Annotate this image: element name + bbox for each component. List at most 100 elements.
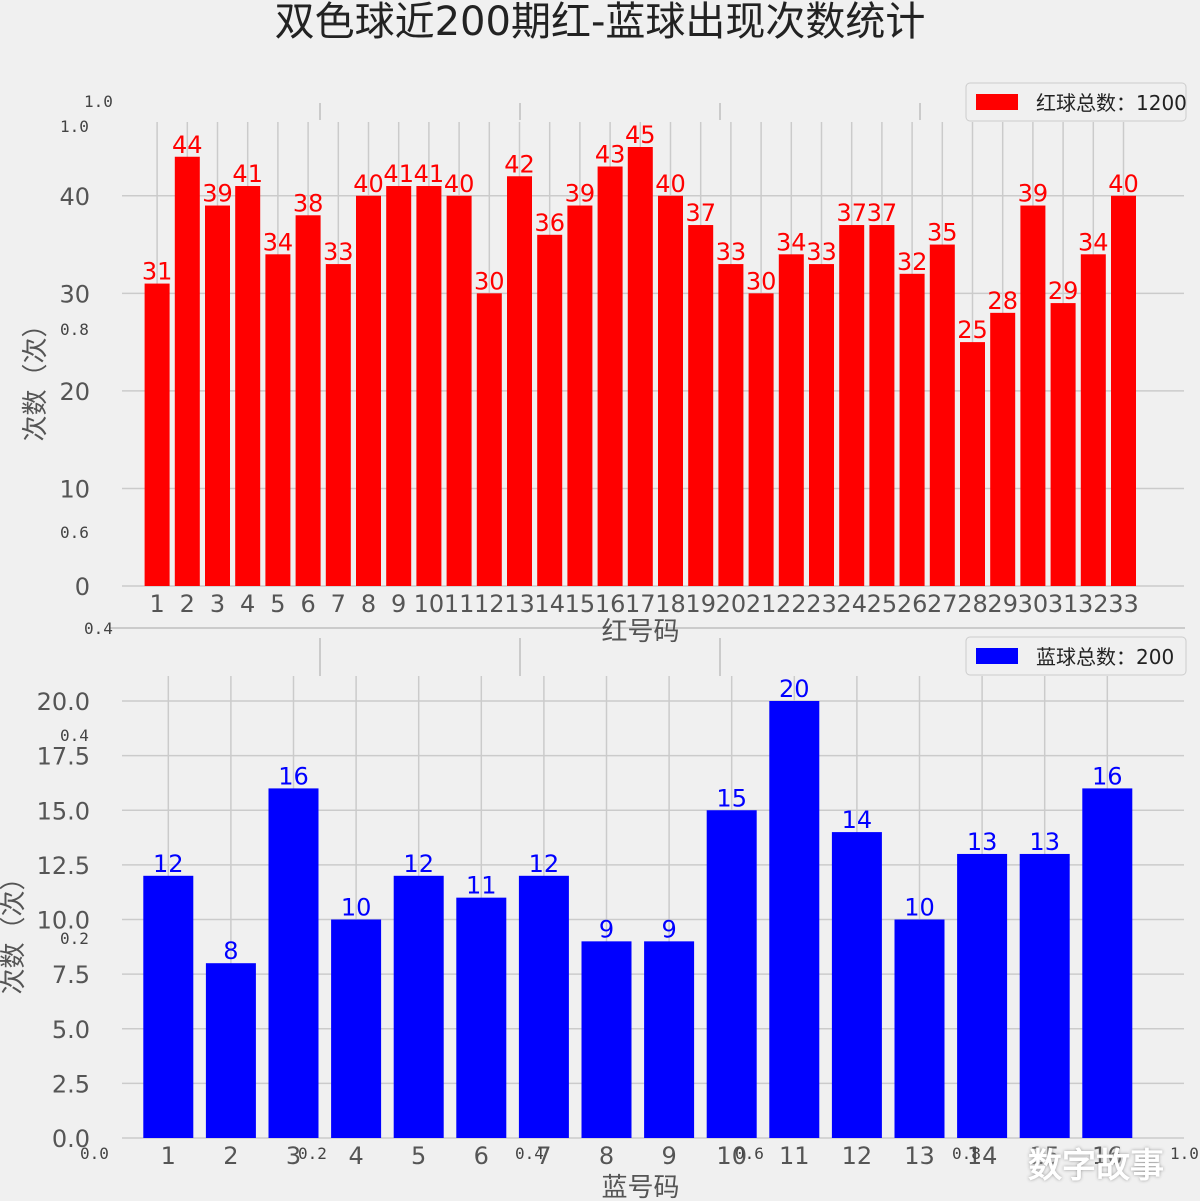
bar	[456, 897, 507, 1138]
y-tick-label: 2.5	[52, 1070, 90, 1098]
bar	[537, 234, 563, 587]
x-tick-label: 10	[414, 590, 445, 618]
x-tick-label: 7	[536, 1142, 551, 1170]
data-label: 34	[776, 228, 807, 256]
bar	[706, 810, 757, 1138]
bar	[507, 176, 532, 586]
data-label: 40	[353, 170, 384, 198]
x-tick-label: 7	[331, 590, 346, 618]
y-tick-label: 12.5	[37, 852, 90, 880]
data-label: 30	[474, 267, 505, 295]
bar	[1111, 195, 1136, 586]
x-tick-label: 5	[270, 590, 285, 618]
ghost-tick-y-06: 0.6	[60, 523, 89, 542]
x-tick-label: 20	[716, 590, 747, 618]
x-tick-label: 8	[599, 1142, 614, 1170]
bar	[769, 701, 820, 1138]
x-tick-label: 17	[625, 590, 656, 618]
x-tick-label: 25	[867, 590, 898, 618]
bar	[658, 195, 683, 586]
y-tick-label: 10.0	[37, 907, 90, 935]
y-tick-label: 0	[75, 573, 90, 601]
bar	[144, 283, 170, 586]
bar	[644, 941, 695, 1138]
data-label: 14	[842, 806, 873, 834]
x-tick-label: 27	[927, 590, 958, 618]
x-tick-label: 31	[1048, 590, 1079, 618]
ghost-tick-x-02: 0.2	[298, 1144, 327, 1163]
x-tick-label: 4	[348, 1142, 363, 1170]
data-label: 13	[1029, 828, 1060, 856]
data-label: 10	[904, 894, 935, 922]
bar	[143, 875, 194, 1138]
ghost-tick-y-08: 0.8	[60, 320, 89, 339]
data-label: 32	[897, 248, 928, 276]
x-tick-label: 33	[1108, 590, 1139, 618]
bar	[597, 166, 623, 586]
x-tick-label: 21	[746, 590, 777, 618]
data-label: 9	[661, 915, 676, 943]
bar	[205, 205, 230, 587]
ghost-tick-y-04b: 0.4	[60, 726, 89, 745]
x-tick-label: 9	[661, 1142, 676, 1170]
data-label: 40	[444, 170, 475, 198]
legend-box	[965, 636, 1187, 676]
bar	[386, 186, 412, 586]
bar	[990, 312, 1016, 586]
bar	[894, 919, 945, 1138]
bar	[205, 963, 256, 1138]
figure-title: 双色球近200期红-蓝球出现次数统计	[274, 0, 926, 45]
x-tick-label: 3	[210, 590, 225, 618]
data-label: 41	[232, 160, 263, 188]
data-label: 9	[599, 915, 614, 943]
ghost-tick-y-04: 0.4	[84, 619, 113, 638]
bar	[1020, 205, 1046, 587]
data-label: 34	[263, 228, 294, 256]
ghost-tick-x-06: 0.6	[735, 1144, 764, 1163]
data-label: 39	[202, 180, 233, 208]
data-label: 12	[529, 850, 560, 878]
x-tick-label: 14	[967, 1142, 998, 1170]
data-label: 12	[403, 850, 434, 878]
bar	[518, 875, 569, 1138]
y-tick-label: 10	[59, 475, 90, 503]
bar	[476, 293, 502, 586]
data-label: 31	[142, 258, 173, 286]
y-tick-label: 20.0	[37, 688, 90, 716]
bar	[929, 244, 955, 587]
x-tick-label: 22	[776, 590, 807, 618]
data-label: 40	[1108, 170, 1139, 198]
x-tick-label: 11	[779, 1142, 810, 1170]
data-label: 29	[1048, 277, 1079, 305]
bar	[416, 186, 442, 586]
data-label: 34	[1078, 228, 1109, 256]
data-label: 42	[504, 150, 535, 178]
legend-box	[965, 82, 1187, 122]
bar	[1080, 254, 1106, 587]
data-label: 37	[836, 199, 867, 227]
bar	[325, 264, 351, 586]
data-label: 13	[967, 828, 998, 856]
bar	[627, 147, 653, 586]
y-tick-label: 0.0	[52, 1125, 90, 1153]
data-label: 28	[987, 287, 1018, 315]
bar	[899, 273, 925, 586]
data-label: 11	[466, 872, 497, 900]
x-tick-label: 19	[685, 590, 716, 618]
bar	[1019, 853, 1070, 1138]
x-tick-label: 26	[897, 590, 928, 618]
bar	[718, 264, 744, 586]
x-tick-label: 13	[504, 590, 535, 618]
watermark: 数字故事	[1028, 1146, 1164, 1186]
data-label: 36	[534, 209, 565, 237]
y-axis-label: 次数（次）	[0, 864, 29, 994]
data-label: 40	[655, 170, 686, 198]
x-tick-label: 13	[904, 1142, 935, 1170]
bar	[957, 853, 1008, 1138]
x-tick-label: 8	[361, 590, 376, 618]
bar	[1082, 788, 1133, 1138]
x-tick-label: 30	[1018, 590, 1049, 618]
data-label: 45	[625, 121, 656, 149]
y-tick-label: 20	[59, 378, 90, 406]
